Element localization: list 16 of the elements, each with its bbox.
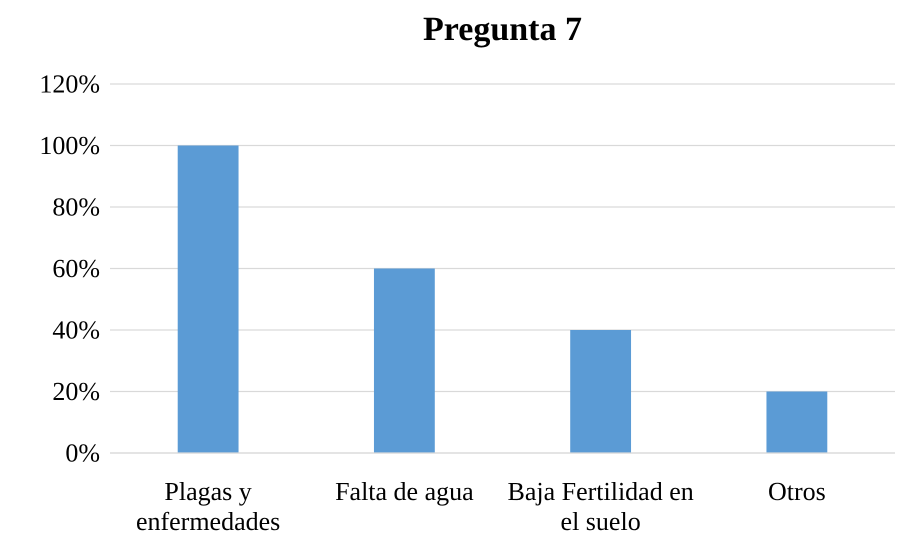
bar: [374, 268, 435, 453]
y-tick-label: 60%: [52, 254, 100, 283]
chart-title: Pregunta 7: [423, 11, 582, 48]
y-tick-label: 20%: [52, 376, 100, 406]
y-tick-label: 80%: [52, 192, 100, 222]
x-tick-label: Baja Fertilidad en el suelo: [507, 477, 694, 536]
bar: [766, 392, 828, 453]
y-tick-label: 100%: [39, 130, 100, 160]
bar: [178, 146, 239, 453]
x-tick-label: Falta de agua: [335, 477, 474, 506]
y-tick-label: 120%: [39, 69, 100, 98]
x-tick-label: Plagas y enfermedades: [136, 477, 280, 536]
x-tick-label: Otros: [768, 477, 826, 506]
y-tick-label: 0%: [65, 438, 100, 468]
bar: [570, 330, 632, 453]
y-tick-label: 40%: [52, 315, 100, 344]
